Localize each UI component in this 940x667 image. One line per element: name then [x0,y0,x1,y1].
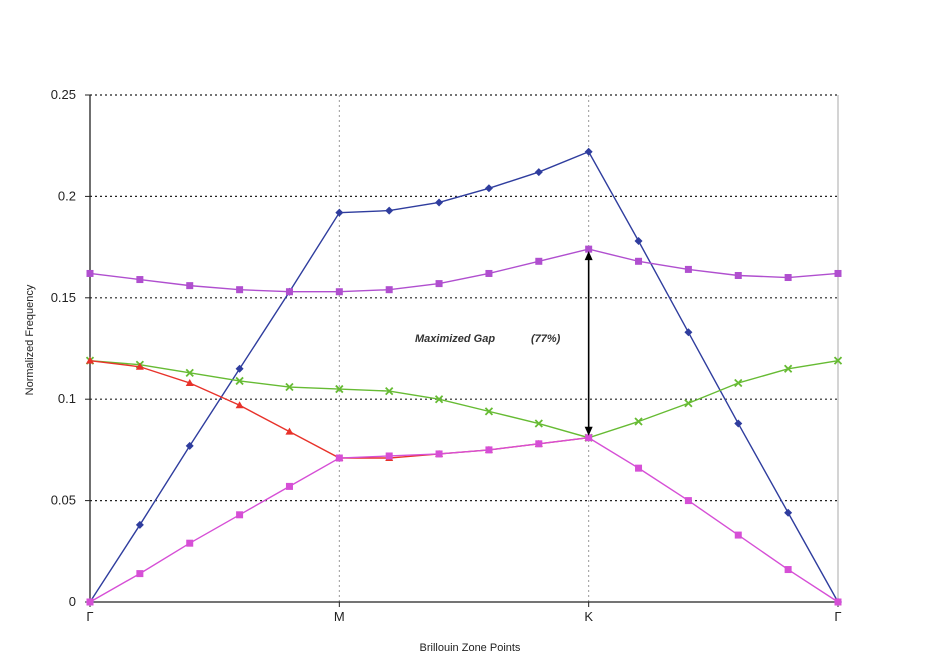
data-point [235,364,244,373]
data-point [734,531,742,539]
data-point [535,257,543,265]
data-point [834,598,842,606]
series-line [89,150,839,603]
data-point [484,407,494,416]
data-point [734,378,743,388]
data-point [684,265,692,273]
x-axis-title: Brillouin Zone Points [420,642,521,654]
data-point [236,286,244,294]
data-point [135,520,144,529]
data-point [285,288,293,296]
data-point [684,328,693,337]
data-point [135,362,144,370]
series-1 [86,147,842,606]
data-point [434,395,444,404]
series-5 [86,434,842,606]
x-tick-label: K [584,609,593,624]
gap-arrow-head-bottom [584,426,593,436]
annotation-percent: (77%) [531,333,561,345]
data-point [236,511,244,519]
data-point [784,566,792,574]
data-point [385,386,394,396]
data-point [734,271,742,279]
y-axis-title: Normalized Frequency [24,284,36,395]
data-point [185,378,194,386]
x-tick-label: Γ [834,609,841,624]
data-point [485,269,493,277]
data-point [335,208,344,217]
data-point [285,482,293,490]
series-2 [86,245,842,296]
data-point [584,147,593,156]
data-point [635,257,643,265]
data-point [385,286,393,294]
data-point [86,356,94,364]
series-3 [85,356,843,442]
data-point [484,184,493,193]
data-point [86,269,94,277]
data-point [335,288,343,296]
data-point [186,282,194,290]
data-point [435,198,444,207]
y-tick-label: 0.05 [51,493,76,508]
data-point [684,497,692,505]
data-point [285,427,294,435]
data-point [235,401,244,409]
data-point [585,245,593,253]
data-point [534,168,543,177]
data-point [285,382,294,392]
x-tick-label: M [334,609,345,624]
data-point [635,464,643,472]
data-point [136,276,144,284]
data-point [136,570,144,578]
data-point [834,269,842,277]
gap-arrow-head-top [584,251,593,261]
data-point [335,384,344,394]
data-point [185,441,194,450]
x-tick-label: Γ [86,609,93,624]
data-point [185,368,194,377]
series-line [89,248,839,293]
y-tick-labels: 0 0.05 0.1 0.15 0.2 0.25 [51,87,76,609]
data-point [634,237,643,246]
data-point [385,452,393,460]
data-point [535,440,543,448]
axes [85,94,839,607]
data-point [833,356,843,365]
y-tick-label: 0.15 [51,290,76,305]
data-point [186,539,194,547]
data-point [335,454,343,462]
data-point [783,364,793,373]
annotation-label: Maximized Gap [415,333,495,345]
data-point [435,450,443,458]
data-point [585,434,593,442]
data-point [235,376,244,386]
data-series [85,147,843,606]
y-tick-label: 0.2 [58,188,76,203]
data-point [734,419,743,428]
gap-annotation: Maximized Gap (77%) [415,251,593,436]
data-point [485,446,493,454]
data-point [86,598,94,606]
data-point [684,399,693,408]
y-tick-label: 0.1 [58,391,76,406]
data-point [634,417,643,426]
y-tick-label: 0.25 [51,87,76,102]
y-tick-label: 0 [69,594,76,609]
data-point [385,206,394,215]
data-point [784,274,792,282]
data-point [784,508,793,517]
data-point [435,280,443,288]
series-line [89,437,839,603]
series-line [89,359,839,439]
data-point [534,419,543,428]
